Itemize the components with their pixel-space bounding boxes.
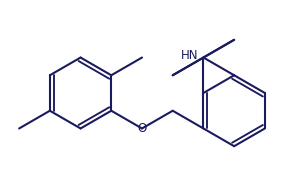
Text: O: O bbox=[137, 122, 147, 135]
Text: HN: HN bbox=[180, 49, 198, 62]
